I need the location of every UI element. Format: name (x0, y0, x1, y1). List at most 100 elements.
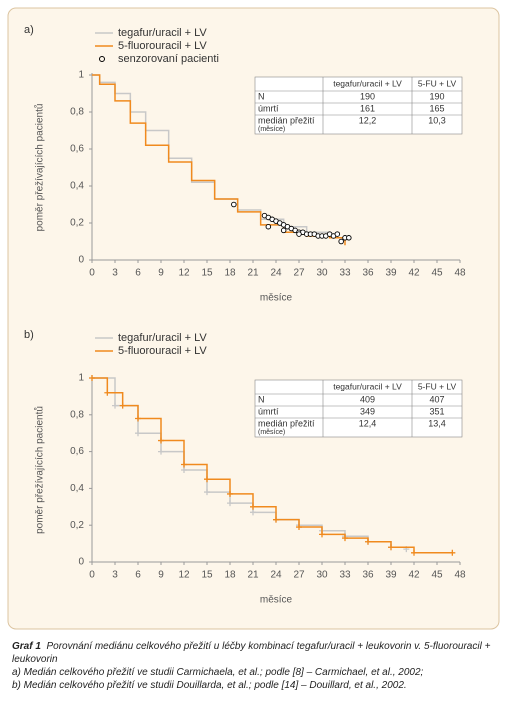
plus-marker (204, 476, 210, 483)
x-tick-label: 6 (135, 570, 141, 581)
plus-marker (388, 544, 394, 551)
y-tick-label: 1 (78, 373, 84, 384)
y-axis-label: poměr přežívajících pacientů (34, 104, 46, 232)
x-tick-label: 18 (224, 268, 236, 279)
y-tick-label: 0,6 (70, 144, 84, 155)
caption-title: Graf 1 Porovnání mediánu celkového přeži… (12, 640, 500, 666)
legend-label: tegafur/uracil + LV (118, 27, 207, 39)
table-cell: 12,4 (359, 418, 377, 428)
x-tick-label: 0 (89, 268, 95, 279)
x-tick-label: 30 (316, 570, 328, 581)
x-tick-label: 39 (385, 570, 397, 581)
table-cell: 190 (429, 91, 444, 101)
table-header: tegafur/uracil + LV (333, 381, 402, 391)
plus-marker (112, 402, 118, 409)
plus-marker (135, 430, 141, 437)
plus-marker (319, 531, 325, 538)
figure: a)00,20,40,60,810 3 6 9 12 15 18 21 24 27 30 33 36 39… (7, 7, 500, 630)
caption-label: Graf 1 (12, 641, 41, 652)
x-tick-label: 24 (270, 268, 282, 279)
x-tick-label: 0 (89, 570, 95, 581)
table-cell: 409 (360, 394, 375, 404)
censored-point (296, 231, 302, 237)
y-tick-label: 0,6 (70, 446, 84, 457)
x-axis-label: měsíce (260, 293, 293, 304)
x-axis-label: měsíce (260, 595, 293, 606)
table-cell: medián přežití (258, 115, 315, 125)
x-tick-label: 18 (224, 570, 236, 581)
x-tick-label: 24 (270, 570, 282, 581)
plus-marker (227, 500, 233, 507)
legend-label: 5-fluorouracil + LV (118, 40, 207, 52)
y-tick-label: 0,4 (70, 483, 84, 494)
table-cell: N (258, 394, 265, 404)
table-cell: N (258, 91, 265, 101)
censored-point (338, 238, 344, 245)
plus-marker (158, 437, 164, 444)
x-tick-label: 27 (293, 570, 305, 581)
y-tick-label: 0 (78, 255, 84, 266)
plus-marker (342, 535, 348, 542)
censored-point (231, 201, 237, 208)
table-cell: 13,4 (428, 418, 446, 428)
plus-marker (365, 538, 371, 545)
table-cell: 161 (360, 103, 375, 113)
censored-point (265, 223, 272, 230)
x-tick-label: 30 (316, 268, 328, 279)
x-tick-label: 9 (158, 570, 164, 581)
y-tick-label: 0,8 (70, 107, 84, 118)
x-tick-label: 33 (339, 268, 351, 279)
x-tick-label: 12 (178, 268, 190, 279)
x-tick-label: 42 (408, 570, 420, 581)
plus-marker (227, 490, 233, 497)
plus-marker (181, 461, 187, 468)
caption-text: Porovnání mediánu celkového přežití u lé… (12, 641, 491, 665)
x-tick-label: 36 (362, 570, 374, 581)
plus-marker (181, 467, 187, 473)
table-cell: 349 (360, 406, 375, 416)
x-tick-label: 48 (454, 268, 466, 279)
plus-marker (296, 524, 302, 531)
y-tick-label: 0,8 (70, 409, 84, 420)
caption-line: b) Medián celkového přežití ve studii Do… (12, 680, 407, 691)
y-tick-label: 0,4 (70, 181, 84, 192)
x-tick-label: 12 (178, 570, 190, 581)
panel-label: b) (24, 329, 34, 341)
censored-point (346, 235, 352, 241)
x-tick-label: 9 (158, 268, 164, 279)
table-note: (měsíce) (258, 126, 285, 133)
x-tick-label: 39 (385, 268, 397, 279)
x-tick-label: 42 (408, 268, 420, 279)
table-cell: úmrtí (258, 406, 279, 416)
table-cell: 407 (429, 394, 444, 404)
y-tick-label: 0,2 (70, 520, 84, 531)
caption-line: a) Medián celkového přežití ve studii Ca… (12, 667, 424, 678)
x-tick-label: 3 (112, 268, 118, 279)
table-cell: 351 (429, 406, 444, 416)
plus-marker (158, 448, 164, 455)
table-note: (měsíce) (258, 429, 285, 436)
y-tick-label: 0,2 (70, 218, 84, 229)
x-tick-label: 27 (293, 268, 305, 279)
x-tick-label: 33 (339, 570, 351, 581)
table-cell: 165 (429, 103, 444, 113)
censored-point (334, 231, 341, 237)
x-tick-label: 3 (112, 570, 118, 581)
x-tick-label: 21 (247, 570, 259, 581)
panel-label: a) (24, 24, 34, 36)
legend-label: senzorovaní pacienti (118, 53, 219, 65)
plus-marker (119, 402, 126, 409)
x-tick-label: 48 (454, 570, 466, 581)
table-header: 5-FU + LV (418, 381, 457, 391)
x-tick-label: 15 (201, 570, 213, 581)
plus-marker (449, 549, 456, 556)
legend-label: 5-fluorouracil + LV (118, 345, 207, 357)
x-tick-label: 15 (201, 268, 213, 279)
table-bg (254, 76, 463, 135)
legend-marker (99, 56, 105, 62)
plus-marker (135, 415, 141, 422)
plus-marker (204, 489, 210, 496)
plus-marker (411, 549, 417, 556)
plus-marker (104, 389, 111, 396)
